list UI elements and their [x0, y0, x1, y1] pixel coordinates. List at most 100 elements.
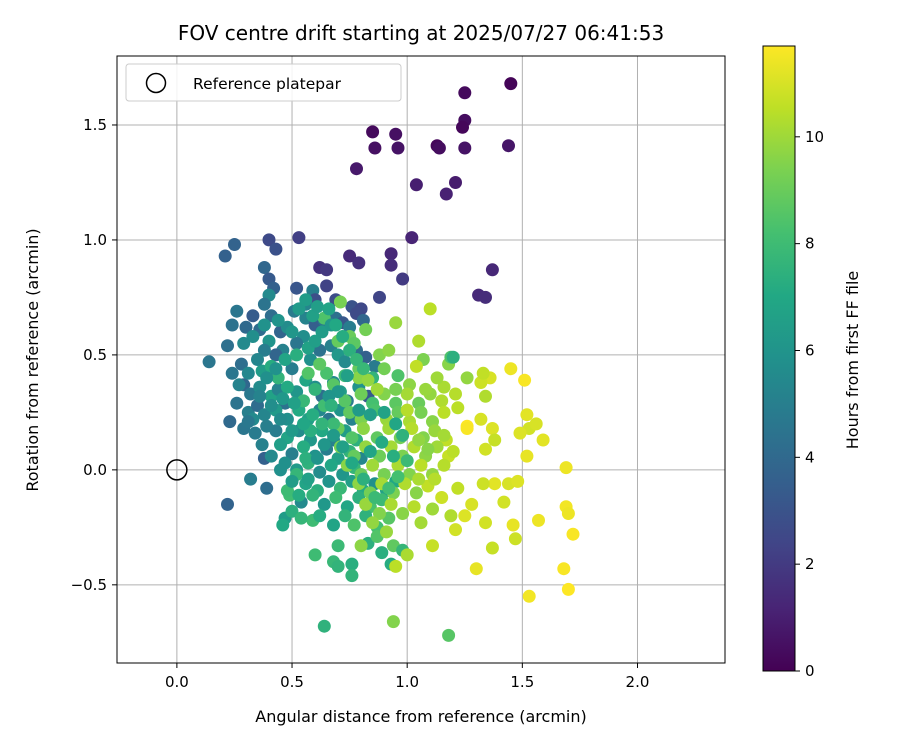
- data-point: [375, 435, 389, 449]
- colorbar-ticks: 0 2 4 6 8 10: [795, 128, 824, 680]
- data-point: [338, 509, 352, 523]
- data-point: [518, 373, 532, 387]
- data-point: [407, 500, 421, 514]
- data-point: [345, 557, 359, 571]
- data-point: [308, 548, 322, 562]
- x-axis-label: Angular distance from reference (arcmin): [255, 707, 586, 726]
- data-point: [456, 120, 469, 134]
- plot-frame: [116, 55, 726, 664]
- data-point: [522, 589, 536, 603]
- data-point: [559, 461, 573, 475]
- data-point: [391, 470, 405, 484]
- data-point: [331, 539, 345, 553]
- y-tick-label: −0.5: [71, 576, 107, 594]
- data-point: [366, 125, 380, 139]
- data-point: [301, 472, 315, 486]
- data-point: [290, 281, 304, 295]
- data-point: [536, 433, 550, 447]
- data-point: [271, 313, 285, 327]
- data-point: [476, 477, 490, 491]
- data-point: [345, 569, 359, 583]
- data-point: [446, 350, 460, 364]
- data-point: [409, 486, 423, 500]
- data-point: [290, 348, 304, 362]
- data-point: [246, 309, 260, 323]
- data-point: [246, 330, 260, 343]
- data-point: [520, 408, 534, 422]
- data-point: [460, 371, 474, 385]
- data-point: [426, 502, 439, 516]
- data-point: [375, 546, 389, 560]
- data-point: [223, 415, 237, 429]
- data-point: [290, 336, 304, 350]
- data-point: [396, 428, 410, 442]
- data-point: [234, 357, 248, 371]
- data-point: [301, 366, 315, 380]
- data-point: [363, 445, 377, 458]
- data-point: [382, 481, 396, 495]
- data-point: [412, 433, 426, 447]
- data-point: [292, 231, 306, 245]
- data-point: [476, 366, 490, 380]
- data-point: [504, 77, 518, 91]
- data-point: [384, 258, 398, 272]
- data-point: [317, 497, 331, 511]
- data-point: [561, 582, 575, 596]
- data-point: [368, 141, 382, 155]
- data-point: [257, 261, 271, 274]
- data-point: [329, 491, 343, 504]
- data-point: [320, 263, 334, 277]
- data-point: [437, 428, 451, 442]
- data-point: [299, 451, 313, 465]
- data-point: [409, 359, 423, 373]
- colorbar-tick-label: 8: [805, 235, 815, 253]
- data-point: [430, 371, 444, 385]
- data-point: [285, 504, 299, 518]
- x-axis-ticks: 0.0 0.5 1.0 1.5 2.0: [165, 663, 649, 691]
- data-point: [511, 474, 525, 488]
- data-point: [449, 387, 462, 401]
- data-point: [432, 141, 446, 155]
- data-point: [458, 509, 472, 523]
- data-point: [285, 447, 299, 461]
- data-point: [244, 472, 258, 486]
- data-points: [202, 77, 580, 642]
- data-point: [299, 293, 313, 307]
- data-point: [426, 539, 439, 553]
- data-point: [306, 408, 320, 422]
- data-point: [391, 141, 405, 155]
- y-axis-ticks: −0.5 0.0 0.5 1.0 1.5: [71, 116, 117, 594]
- data-point: [333, 295, 347, 309]
- data-point: [237, 336, 251, 350]
- data-point: [338, 394, 352, 408]
- data-point: [485, 263, 499, 277]
- data-point: [225, 318, 239, 332]
- data-point: [446, 445, 460, 458]
- data-point: [248, 426, 262, 440]
- data-point: [557, 562, 571, 576]
- data-point: [389, 559, 403, 573]
- data-point: [354, 387, 368, 401]
- data-point: [356, 422, 370, 435]
- data-point: [428, 472, 442, 486]
- data-point: [287, 396, 301, 410]
- data-point: [269, 362, 283, 376]
- data-point: [412, 334, 426, 348]
- y-tick-label: 1.5: [83, 116, 107, 134]
- data-point: [262, 233, 276, 247]
- data-point: [285, 362, 299, 376]
- data-point: [361, 373, 375, 387]
- colorbar-tick-label: 4: [805, 448, 815, 466]
- data-point: [382, 343, 396, 357]
- data-point: [257, 297, 271, 311]
- data-point: [292, 488, 306, 502]
- data-point: [384, 247, 398, 261]
- data-point: [449, 176, 462, 189]
- data-point: [313, 509, 327, 523]
- data-point: [253, 389, 267, 403]
- colorbar-tick-label: 0: [805, 662, 815, 680]
- data-point: [260, 419, 274, 433]
- data-point: [343, 343, 357, 357]
- data-point: [327, 417, 340, 431]
